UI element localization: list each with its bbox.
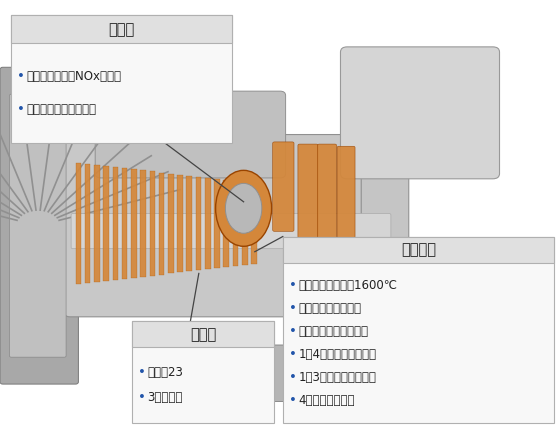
FancyBboxPatch shape: [273, 142, 294, 231]
Text: 先進遮熱コーティング: 先進遮熱コーティング: [298, 325, 368, 338]
FancyBboxPatch shape: [113, 167, 118, 280]
Text: •: •: [289, 325, 297, 338]
Text: 圧力比23: 圧力比23: [147, 366, 183, 379]
FancyBboxPatch shape: [140, 170, 146, 277]
FancyBboxPatch shape: [340, 47, 500, 179]
Text: 3次元設計: 3次元設計: [147, 391, 183, 404]
FancyBboxPatch shape: [251, 183, 256, 264]
FancyBboxPatch shape: [0, 67, 78, 384]
FancyBboxPatch shape: [132, 321, 274, 423]
FancyBboxPatch shape: [122, 168, 128, 279]
FancyBboxPatch shape: [95, 91, 286, 178]
FancyBboxPatch shape: [177, 174, 183, 273]
Text: 蒸気冷却方式低NOx燃焼器: 蒸気冷却方式低NOx燃焼器: [27, 70, 122, 83]
FancyBboxPatch shape: [223, 180, 229, 267]
FancyBboxPatch shape: [76, 163, 81, 284]
FancyBboxPatch shape: [159, 172, 165, 275]
Text: 1～4段動翼　空気冷却: 1～4段動翼 空気冷却: [298, 348, 376, 361]
Text: 高性能フィルム冷却: 高性能フィルム冷却: [298, 302, 362, 315]
Text: •: •: [289, 279, 297, 292]
Text: 圧縮機: 圧縮機: [190, 327, 216, 342]
Polygon shape: [361, 148, 409, 304]
FancyBboxPatch shape: [186, 176, 192, 271]
FancyBboxPatch shape: [64, 135, 367, 317]
Text: タービン入口温度1600℃: タービン入口温度1600℃: [298, 279, 398, 292]
FancyBboxPatch shape: [132, 321, 274, 347]
FancyBboxPatch shape: [283, 237, 554, 423]
FancyBboxPatch shape: [298, 144, 318, 238]
Ellipse shape: [216, 171, 272, 246]
FancyBboxPatch shape: [103, 166, 109, 281]
Text: •: •: [289, 348, 297, 361]
Text: 4段静翼　無冷却: 4段静翼 無冷却: [298, 394, 355, 407]
Text: 燃焼器: 燃焼器: [109, 22, 135, 37]
FancyBboxPatch shape: [233, 181, 239, 266]
Text: 1～3段静翼　空気冷却: 1～3段静翼 空気冷却: [298, 371, 376, 384]
FancyBboxPatch shape: [11, 15, 232, 43]
FancyBboxPatch shape: [94, 165, 100, 282]
Text: •: •: [17, 103, 25, 116]
Text: •: •: [289, 302, 297, 315]
FancyBboxPatch shape: [283, 237, 554, 263]
Text: •: •: [289, 371, 297, 384]
Text: タービン: タービン: [401, 242, 436, 257]
FancyBboxPatch shape: [214, 179, 220, 268]
FancyBboxPatch shape: [10, 94, 66, 357]
FancyBboxPatch shape: [168, 174, 174, 273]
Text: •: •: [17, 70, 25, 83]
FancyBboxPatch shape: [11, 15, 232, 143]
Text: •: •: [289, 394, 297, 407]
Text: •: •: [138, 366, 146, 379]
Ellipse shape: [225, 183, 262, 233]
FancyBboxPatch shape: [71, 214, 391, 249]
FancyBboxPatch shape: [311, 345, 384, 401]
Text: 燃焼器バイパス弁なし: 燃焼器バイパス弁なし: [27, 103, 97, 116]
FancyBboxPatch shape: [85, 164, 91, 283]
FancyBboxPatch shape: [242, 182, 248, 265]
FancyBboxPatch shape: [205, 178, 211, 269]
Text: •: •: [138, 391, 146, 404]
FancyBboxPatch shape: [196, 177, 202, 270]
FancyBboxPatch shape: [318, 144, 337, 240]
FancyBboxPatch shape: [131, 169, 137, 278]
FancyBboxPatch shape: [171, 345, 300, 401]
FancyBboxPatch shape: [150, 171, 155, 276]
FancyBboxPatch shape: [337, 146, 355, 238]
